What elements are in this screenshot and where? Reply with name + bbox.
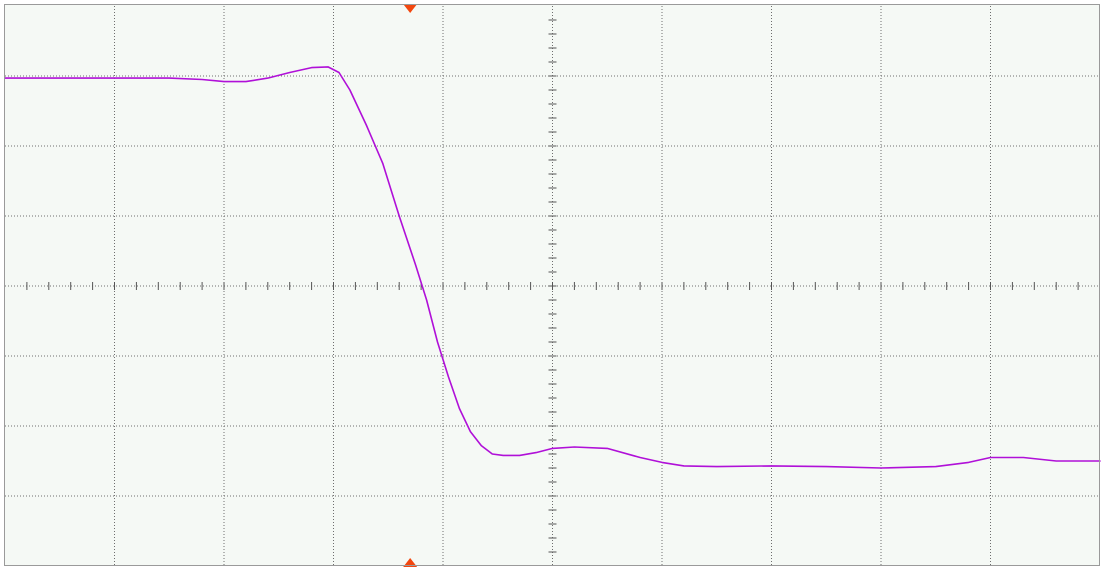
trigger-marker-top[interactable] xyxy=(403,4,418,13)
trigger-marker-bottom[interactable] xyxy=(403,558,418,567)
waveform-trace xyxy=(4,66,1101,469)
center-axes xyxy=(26,19,1079,553)
screen-border xyxy=(4,4,1100,566)
